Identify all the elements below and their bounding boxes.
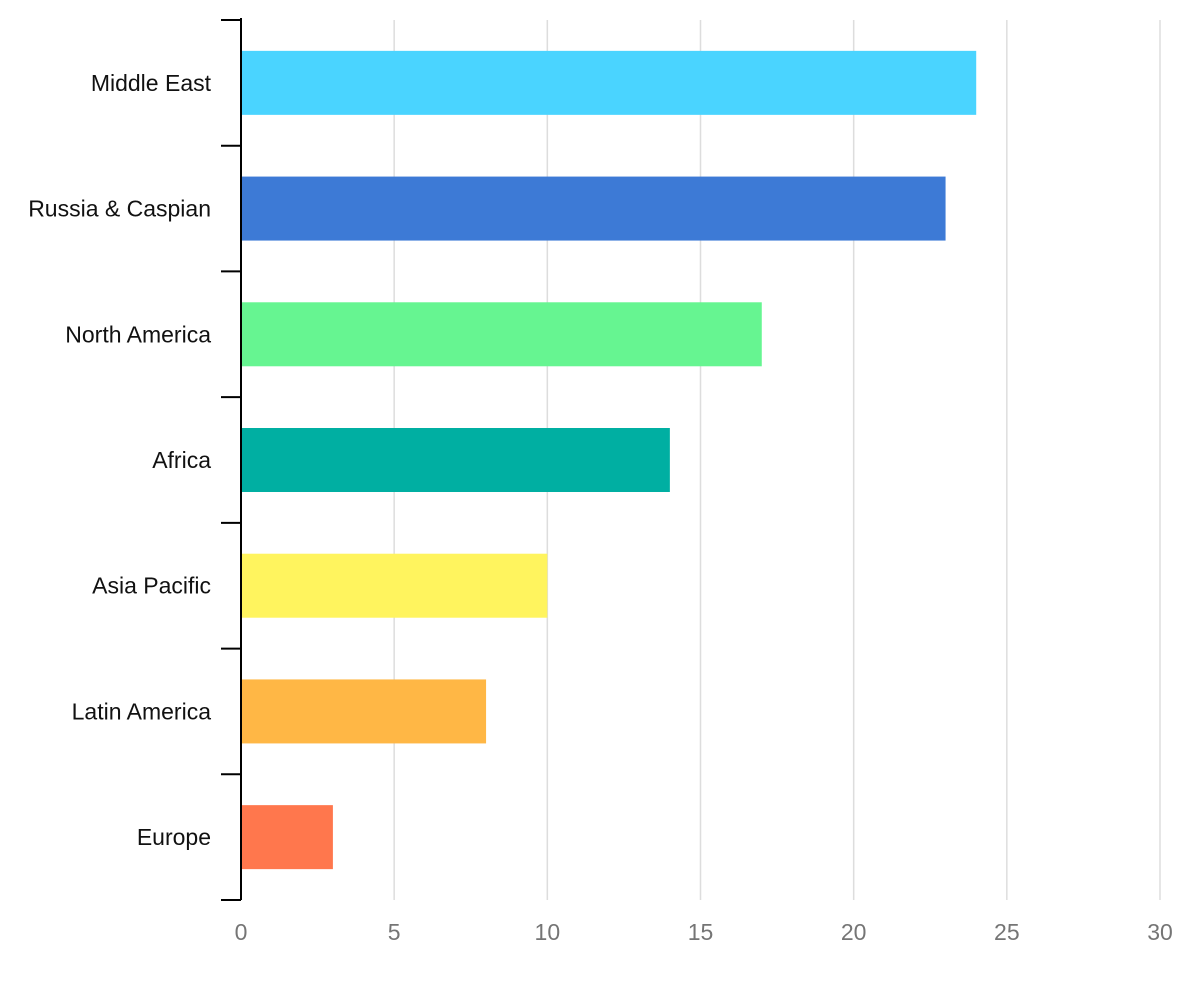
x-tick-label: 30 [1147, 919, 1173, 945]
x-tick-label: 25 [994, 919, 1020, 945]
bars [241, 50, 977, 870]
labels: 0 5 10 15 20 25 30 Middle East Russia & Caspian N… [28, 70, 1173, 945]
x-tick-label: 0 [235, 919, 248, 945]
bar[interactable] [241, 553, 548, 618]
bar[interactable] [241, 428, 670, 492]
x-tick-label: 15 [688, 919, 714, 945]
bar[interactable] [241, 805, 333, 870]
x-tick-label: 10 [535, 919, 561, 945]
x-tick-label: 5 [388, 919, 401, 945]
category-label: Europe [137, 824, 211, 850]
category-label: Russia & Caspian [28, 196, 211, 222]
category-label: Middle East [91, 70, 212, 96]
category-label: Asia Pacific [92, 573, 211, 599]
category-label: Africa [152, 447, 211, 473]
bar[interactable] [241, 50, 977, 115]
bar[interactable] [241, 302, 762, 367]
category-label: Latin America [72, 698, 212, 724]
category-label: North America [65, 321, 211, 347]
bar[interactable] [241, 176, 946, 241]
bar[interactable] [241, 679, 487, 744]
x-tick-label: 20 [841, 919, 867, 945]
axes [221, 18, 242, 901]
gridlines [393, 20, 1161, 900]
